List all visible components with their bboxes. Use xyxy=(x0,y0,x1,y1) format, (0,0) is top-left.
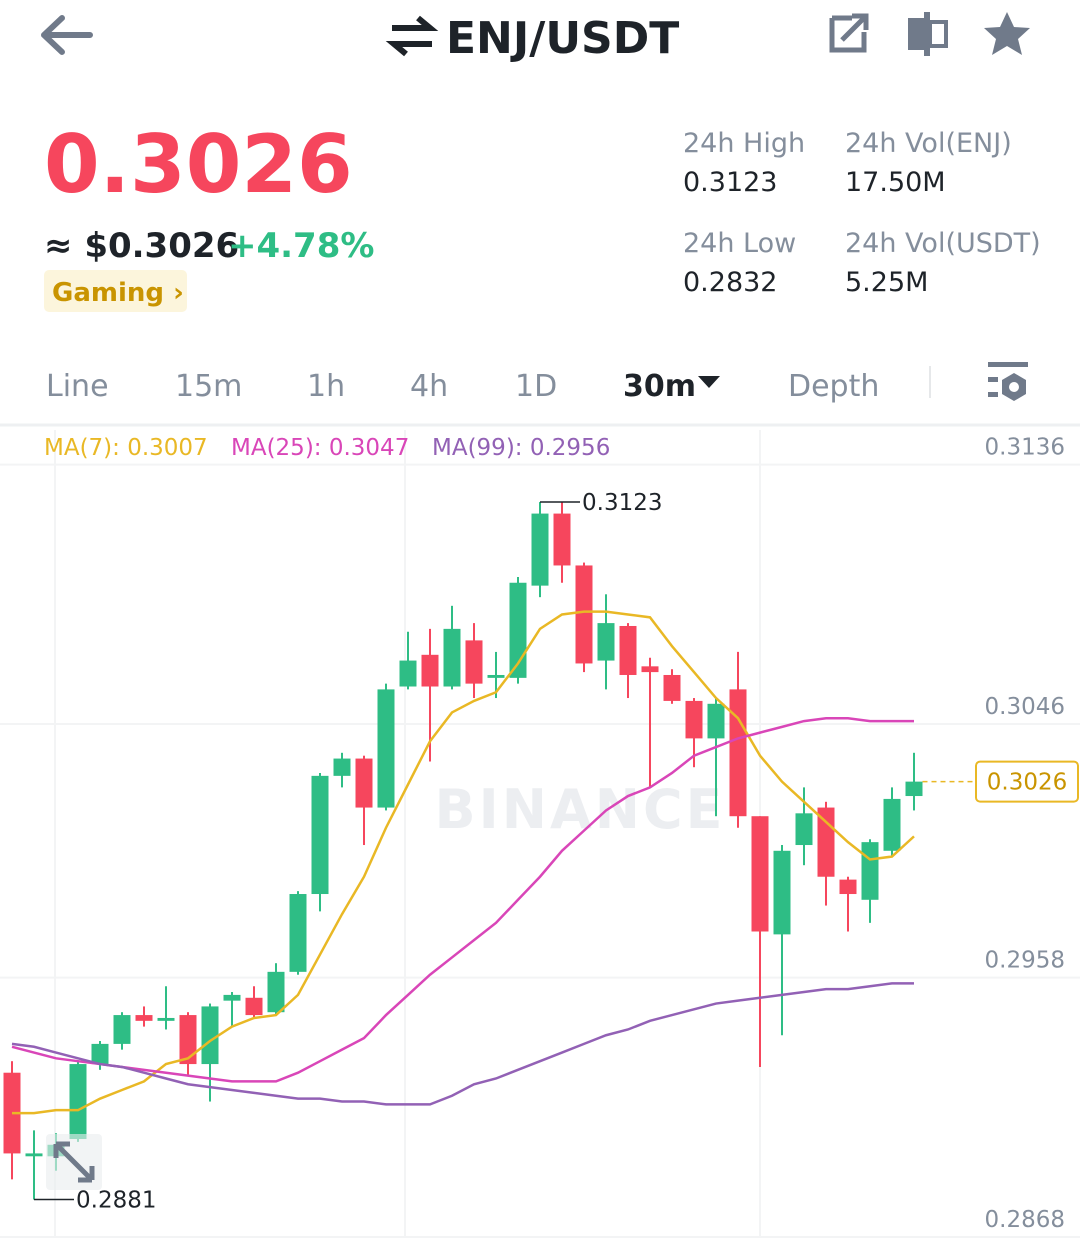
tab[interactable]: 30m xyxy=(623,369,696,404)
y-tick-label: 0.3046 xyxy=(985,694,1065,720)
candle-body xyxy=(179,1015,197,1065)
candle-body xyxy=(157,1017,175,1021)
candle-body xyxy=(223,994,241,1001)
stat-label: 24h Vol(ENJ) xyxy=(845,128,1012,159)
candle-body xyxy=(135,1015,153,1021)
candle-body xyxy=(861,842,879,900)
candle-body xyxy=(707,703,725,739)
candle-body xyxy=(839,879,857,895)
candle-body xyxy=(597,623,615,661)
legend-entry: MA(7): 0.3007 xyxy=(44,435,208,461)
dropdown-caret xyxy=(698,376,720,388)
stat-value: 0.3123 xyxy=(683,167,777,198)
candle-body xyxy=(311,775,329,895)
tab[interactable]: Line xyxy=(46,369,109,404)
stat-label: 24h Vol(USDT) xyxy=(845,228,1041,259)
candle-body xyxy=(201,1006,219,1065)
candle-body xyxy=(685,700,703,739)
legend-entry: MA(25): 0.3047 xyxy=(231,435,409,461)
candle-body xyxy=(795,813,813,846)
candle-body xyxy=(355,758,373,808)
candle-body xyxy=(751,816,769,932)
pair-title[interactable]: ENJ/USDT xyxy=(446,13,679,64)
candle-body xyxy=(91,1043,109,1065)
candle-body xyxy=(553,513,571,566)
low-label: 0.2881 xyxy=(76,1188,156,1214)
candle-body xyxy=(641,666,659,673)
chart-settings-icon[interactable] xyxy=(988,362,1028,401)
candle-body xyxy=(289,894,307,972)
last-price-tag xyxy=(975,760,1079,803)
tab[interactable]: 1h xyxy=(307,369,345,404)
share-icon[interactable] xyxy=(829,13,869,53)
compare-icon[interactable] xyxy=(908,12,948,56)
candle-body xyxy=(267,971,285,1013)
legend-entry: MA(99): 0.2956 xyxy=(432,435,610,461)
candle-body xyxy=(333,758,351,776)
candle-body xyxy=(465,640,483,684)
candle-body xyxy=(69,1064,87,1140)
candle-body xyxy=(245,997,263,1016)
y-tick-label: 0.2868 xyxy=(985,1207,1065,1233)
candle-body xyxy=(729,689,747,817)
last-price-label: 0.3026 xyxy=(987,770,1067,796)
last-price: 0.3026 xyxy=(44,118,353,211)
candle-body xyxy=(25,1153,43,1157)
back-button[interactable] xyxy=(41,15,93,55)
candle-body xyxy=(487,674,505,678)
stat-label: 24h High xyxy=(683,128,805,159)
price-usd: ≈ $0.3026 xyxy=(44,226,239,266)
tab[interactable]: 4h xyxy=(410,369,448,404)
candle-body xyxy=(883,798,901,851)
candle-body xyxy=(663,674,681,701)
high-label: 0.3123 xyxy=(582,490,662,516)
tab[interactable]: 1D xyxy=(515,369,557,404)
candle-body xyxy=(113,1015,131,1044)
tag-bg[interactable] xyxy=(44,270,187,312)
candle-body xyxy=(575,565,593,664)
ma-line xyxy=(11,982,914,1106)
candle-body xyxy=(905,781,923,797)
chart: 0.3136 0.3046 0.2958 0.2868 BINANCE MA(7): 0.… xyxy=(0,430,1080,1238)
candle-body xyxy=(421,654,439,687)
candle-body xyxy=(619,625,637,675)
ma-line xyxy=(11,716,914,1083)
candle-body xyxy=(773,850,791,935)
expand-icon[interactable] xyxy=(46,1134,102,1190)
price-change: +4.78% xyxy=(228,226,374,266)
tab[interactable]: 15m xyxy=(175,369,242,404)
watermark: BINANCE xyxy=(435,778,726,841)
y-tick-label: 0.2958 xyxy=(985,948,1065,974)
stat-label: 24h Low xyxy=(683,228,796,259)
candle-body xyxy=(531,513,549,586)
y-tick-label: 0.3136 xyxy=(985,435,1065,461)
candle-body xyxy=(509,582,527,678)
ma-line xyxy=(12,610,915,1115)
tag-text[interactable]: Gaming › xyxy=(52,278,184,308)
swap-icon[interactable] xyxy=(385,15,439,57)
candle-body xyxy=(377,689,395,808)
stat-value: 17.50M xyxy=(845,167,946,198)
tab[interactable]: Depth xyxy=(788,369,879,404)
favorite-icon[interactable] xyxy=(984,12,1030,55)
stat-value: 5.25M xyxy=(845,267,928,298)
stat-value: 0.2832 xyxy=(683,267,777,298)
candle-body xyxy=(399,660,417,687)
candle-body xyxy=(443,628,461,687)
